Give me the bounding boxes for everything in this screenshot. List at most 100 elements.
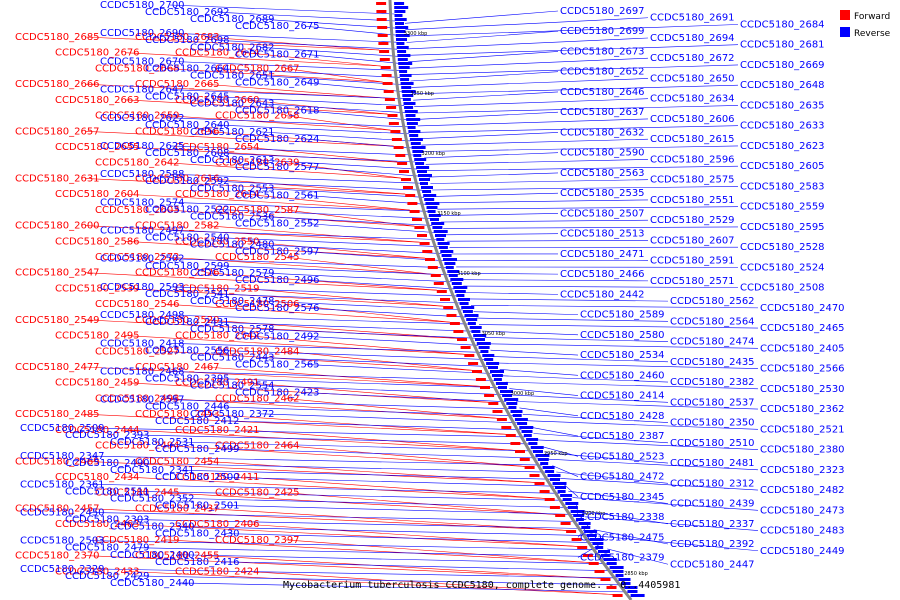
- reverse-gene-label[interactable]: CCDC5180_2697: [560, 6, 645, 17]
- forward-gene-label[interactable]: CCDC5180_2462: [215, 393, 300, 404]
- reverse-gene-label[interactable]: CCDC5180_2645: [145, 92, 230, 103]
- reverse-gene-label[interactable]: CCDC5180_2443: [190, 352, 275, 363]
- reverse-gene-label[interactable]: CCDC5180_2681: [740, 40, 825, 51]
- reverse-gene-label[interactable]: CCDC5180_2522: [145, 204, 230, 215]
- reverse-gene-label[interactable]: CCDC5180_2634: [650, 94, 735, 105]
- forward-gene-label[interactable]: CCDC5180_2600: [15, 221, 100, 232]
- reverse-gene-label[interactable]: CCDC5180_2591: [650, 256, 735, 267]
- forward-gene-label[interactable]: CCDC5180_2683: [135, 32, 220, 43]
- forward-gene-label[interactable]: CCDC5180_2654: [175, 142, 260, 153]
- reverse-gene-label[interactable]: CCDC5180_2329: [20, 564, 105, 575]
- reverse-gene-label[interactable]: CCDC5180_2423: [235, 388, 320, 399]
- reverse-gene-label[interactable]: CCDC5180_2440: [110, 578, 195, 589]
- forward-gene-label[interactable]: CCDC5180_2467: [135, 362, 220, 373]
- reverse-gene-label[interactable]: CCDC5180_2691: [650, 13, 735, 24]
- reverse-gene-label[interactable]: CCDC5180_2439: [670, 499, 755, 510]
- reverse-gene-label[interactable]: CCDC5180_2596: [650, 154, 735, 165]
- reverse-gene-label[interactable]: CCDC5180_2535: [560, 188, 645, 199]
- reverse-gene-label[interactable]: CCDC5180_2571: [650, 276, 735, 287]
- reverse-gene-label[interactable]: CCDC5180_2501: [155, 500, 240, 511]
- forward-gene-label[interactable]: CCDC5180_2506: [215, 299, 300, 310]
- reverse-gene-label[interactable]: CCDC5180_2502: [100, 254, 185, 265]
- reverse-gene-label[interactable]: CCDC5180_2575: [650, 175, 735, 186]
- reverse-gene-label[interactable]: CCDC5180_2672: [650, 53, 735, 64]
- reverse-gene-label[interactable]: CCDC5180_2430: [155, 529, 240, 540]
- reverse-gene-label[interactable]: CCDC5180_2690: [100, 28, 185, 39]
- reverse-gene-label[interactable]: CCDC5180_2563: [560, 168, 645, 179]
- reverse-gene-label[interactable]: CCDC5180_2557: [100, 395, 185, 406]
- reverse-gene-label[interactable]: CCDC5180_2640: [145, 120, 230, 131]
- reverse-gene-label[interactable]: CCDC5180_2694: [650, 33, 735, 44]
- reverse-gene-label[interactable]: CCDC5180_2565: [235, 360, 320, 371]
- forward-gene-label[interactable]: CCDC5180_2572: [95, 252, 180, 263]
- reverse-gene-label[interactable]: CCDC5180_2618: [235, 106, 320, 117]
- reverse-gene-label[interactable]: CCDC5180_2465: [760, 323, 845, 334]
- forward-gene-label[interactable]: CCDC5180_2424: [175, 566, 260, 577]
- reverse-gene-label[interactable]: CCDC5180_2552: [235, 219, 320, 230]
- forward-gene-label[interactable]: CCDC5180_2494: [95, 441, 180, 452]
- reverse-gene-label[interactable]: CCDC5180_2414: [580, 391, 665, 402]
- reverse-gene-label[interactable]: CCDC5180_2541: [145, 289, 230, 300]
- reverse-gene-label[interactable]: CCDC5180_2470: [760, 303, 845, 314]
- forward-gene-label[interactable]: CCDC5180_2667: [215, 63, 300, 74]
- reverse-gene-label[interactable]: CCDC5180_2478: [190, 296, 275, 307]
- reverse-gene-label[interactable]: CCDC5180_2556: [145, 345, 230, 356]
- forward-gene-label[interactable]: CCDC5180_2586: [55, 236, 140, 247]
- reverse-gene-label[interactable]: CCDC5180_2303: [65, 515, 150, 526]
- reverse-gene-label[interactable]: CCDC5180_2553: [190, 183, 275, 194]
- reverse-gene-label[interactable]: CCDC5180_2566: [760, 364, 845, 375]
- forward-gene-label[interactable]: CCDC5180_2666: [15, 79, 100, 90]
- forward-gene-label[interactable]: CCDC5180_2454: [135, 456, 220, 467]
- reverse-gene-label[interactable]: CCDC5180_2531: [110, 437, 195, 448]
- reverse-gene-label[interactable]: CCDC5180_2468: [100, 367, 185, 378]
- forward-gene-label[interactable]: CCDC5180_2433: [55, 566, 140, 577]
- reverse-gene-label[interactable]: CCDC5180_2521: [760, 424, 845, 435]
- forward-gene-label[interactable]: CCDC5180_2659: [95, 111, 180, 122]
- reverse-gene-label[interactable]: CCDC5180_2593: [100, 282, 185, 293]
- forward-gene-label[interactable]: CCDC5180_2421: [175, 425, 260, 436]
- reverse-gene-label[interactable]: CCDC5180_2528: [740, 242, 825, 253]
- reverse-gene-label[interactable]: CCDC5180_2499: [155, 444, 240, 455]
- reverse-gene-label[interactable]: CCDC5180_2649: [235, 78, 320, 89]
- reverse-gene-label[interactable]: CCDC5180_2482: [760, 485, 845, 496]
- forward-gene-label[interactable]: CCDC5180_2663: [55, 95, 140, 106]
- reverse-gene-label[interactable]: CCDC5180_2400: [110, 550, 195, 561]
- forward-gene-label[interactable]: CCDC5180_2526: [135, 268, 220, 279]
- reverse-gene-label[interactable]: CCDC5180_2551: [650, 195, 735, 206]
- reverse-gene-label[interactable]: CCDC5180_2651: [190, 71, 275, 82]
- reverse-gene-label[interactable]: CCDC5180_2442: [560, 289, 645, 300]
- reverse-gene-label[interactable]: CCDC5180_2669: [740, 60, 825, 71]
- reverse-gene-label[interactable]: CCDC5180_2496: [235, 275, 320, 286]
- reverse-gene-label[interactable]: CCDC5180_2561: [235, 190, 320, 201]
- reverse-gene-label[interactable]: CCDC5180_2700: [100, 0, 185, 11]
- forward-gene-label[interactable]: CCDC5180_2463: [55, 519, 140, 530]
- reverse-gene-label[interactable]: CCDC5180_2564: [670, 316, 755, 327]
- reverse-gene-label[interactable]: CCDC5180_2643: [190, 99, 275, 110]
- reverse-gene-label[interactable]: CCDC5180_2613: [190, 155, 275, 166]
- reverse-gene-label[interactable]: CCDC5180_2492: [235, 331, 320, 342]
- forward-gene-label[interactable]: CCDC5180_2495: [55, 331, 140, 342]
- reverse-gene-label[interactable]: CCDC5180_2540: [145, 233, 230, 244]
- forward-gene-label[interactable]: CCDC5180_2484: [215, 346, 300, 357]
- reverse-gene-label[interactable]: CCDC5180_2530: [760, 384, 845, 395]
- reverse-gene-label[interactable]: CCDC5180_2615: [650, 134, 735, 145]
- reverse-gene-label[interactable]: CCDC5180_2637: [560, 107, 645, 118]
- reverse-gene-label[interactable]: CCDC5180_2345: [580, 492, 665, 503]
- forward-gene-label[interactable]: CCDC5180_2616: [135, 173, 220, 184]
- forward-gene-label[interactable]: CCDC5180_2550: [175, 236, 260, 247]
- reverse-gene-label[interactable]: CCDC5180_2480: [190, 240, 275, 251]
- reverse-gene-label[interactable]: CCDC5180_2633: [740, 121, 825, 132]
- reverse-gene-label[interactable]: CCDC5180_2692: [145, 7, 230, 18]
- reverse-gene-label[interactable]: CCDC5180_2429: [65, 571, 150, 582]
- reverse-gene-label[interactable]: CCDC5180_2599: [145, 261, 230, 272]
- reverse-gene-label[interactable]: CCDC5180_2483: [760, 526, 845, 537]
- forward-gene-label[interactable]: CCDC5180_2370: [15, 551, 100, 562]
- reverse-gene-label[interactable]: CCDC5180_2446: [145, 402, 230, 413]
- reverse-gene-label[interactable]: CCDC5180_2416: [155, 557, 240, 568]
- reverse-gene-label[interactable]: CCDC5180_2673: [560, 47, 645, 58]
- forward-gene-label[interactable]: CCDC5180_2464: [215, 441, 300, 452]
- forward-gene-label[interactable]: CCDC5180_2419: [95, 535, 180, 546]
- forward-gene-label[interactable]: CCDC5180_2639: [215, 158, 300, 169]
- forward-gene-label[interactable]: CCDC5180_2642: [95, 158, 180, 169]
